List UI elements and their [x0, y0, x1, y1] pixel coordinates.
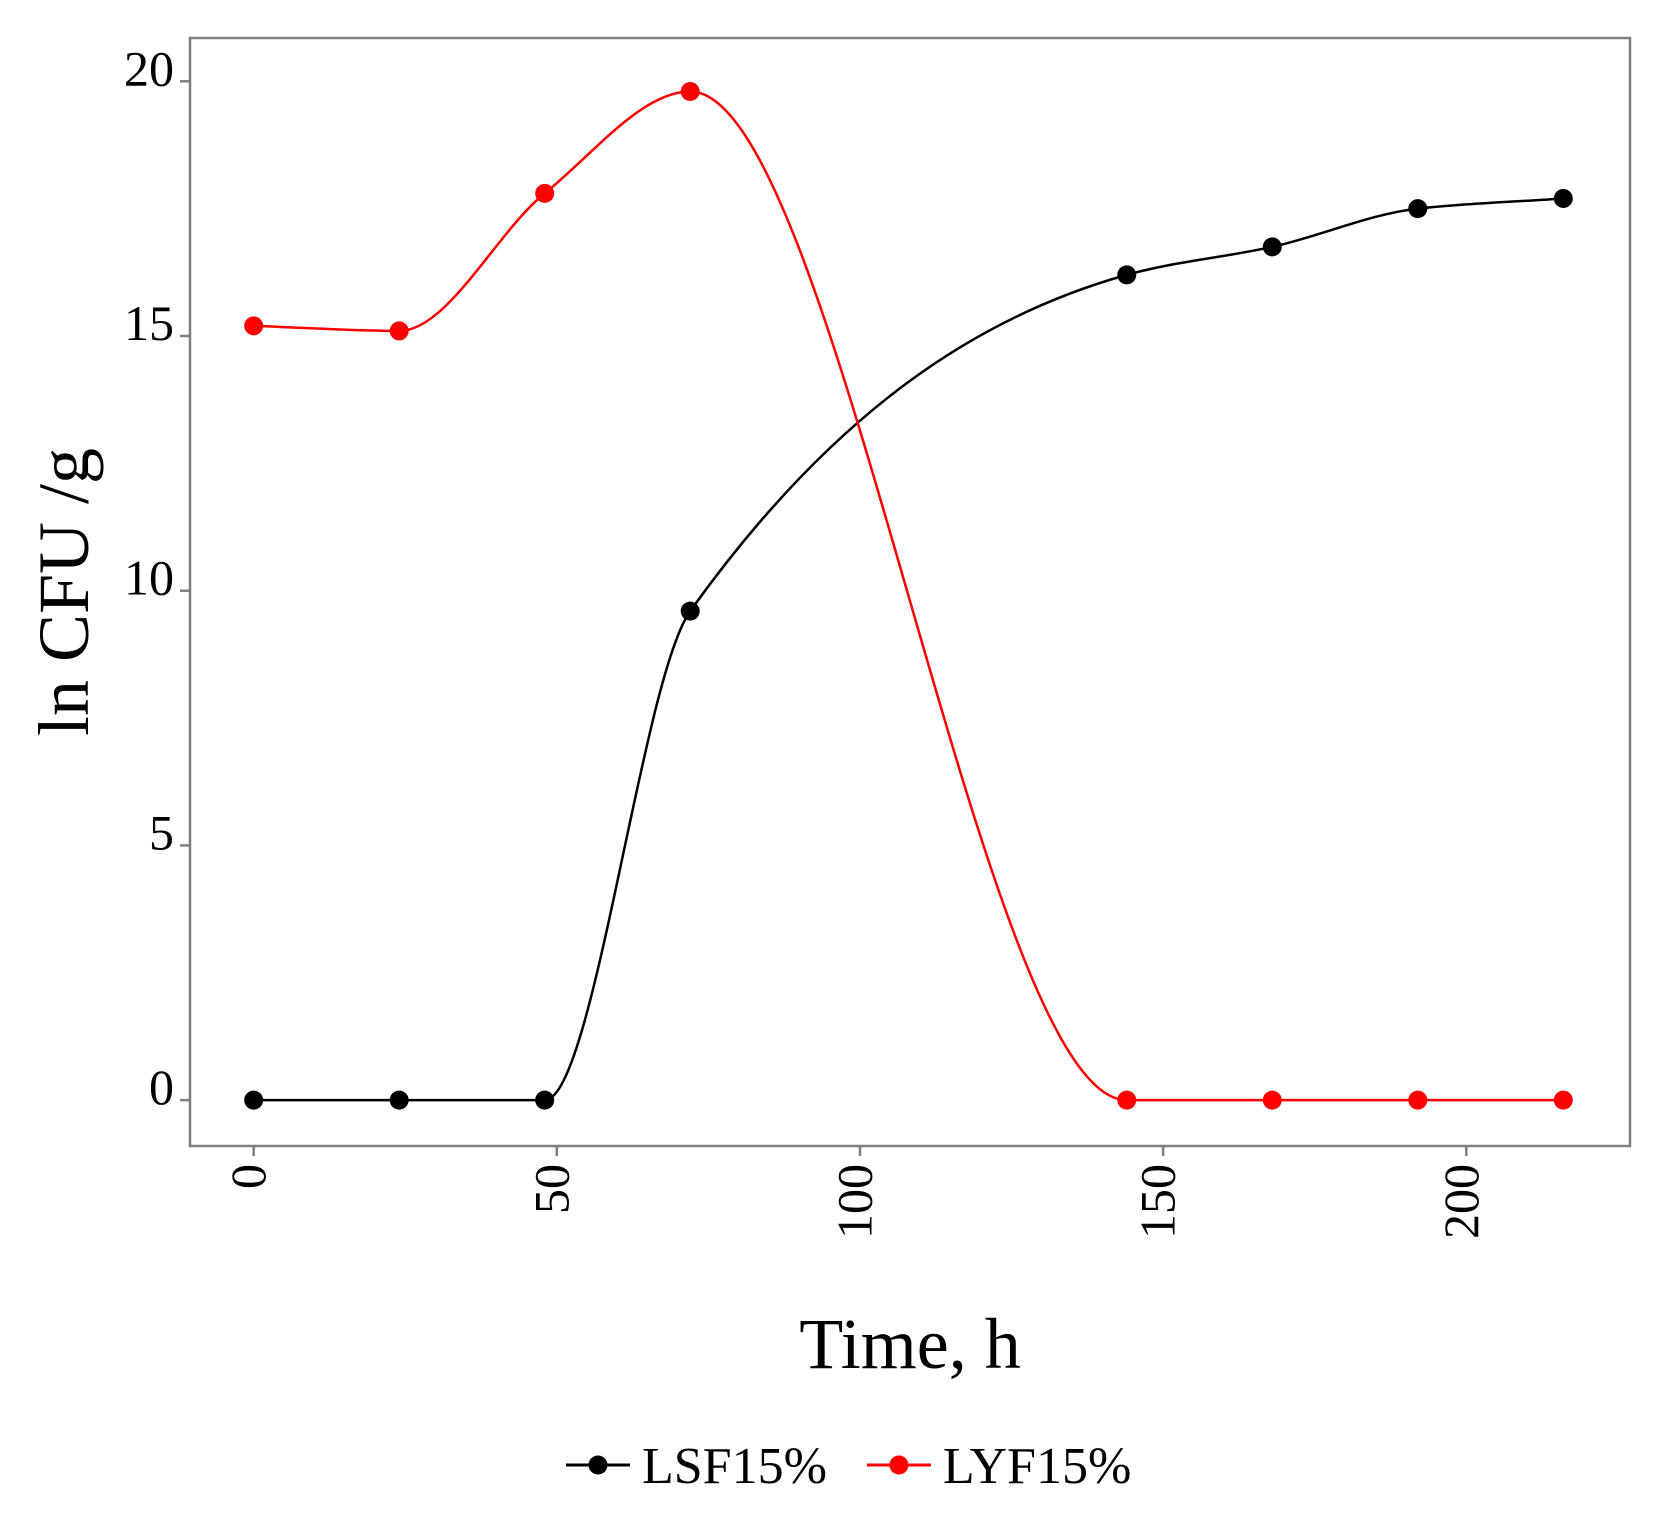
y-tick-label: 15 [124, 295, 174, 351]
data-point-lsf15 [1553, 188, 1573, 208]
x-tick-label: 0 [220, 1164, 276, 1189]
data-point-lyf15 [244, 316, 264, 336]
x-tick-label: 100 [826, 1164, 882, 1239]
plot-panel-frame [188, 36, 1632, 1148]
data-point-lyf15 [1553, 1090, 1573, 1110]
data-point-lyf15 [1117, 1090, 1137, 1110]
data-point-lsf15 [535, 1090, 555, 1110]
legend-label-lsf15: LSF15% [642, 1438, 827, 1495]
data-point-lsf15 [244, 1090, 264, 1110]
data-point-lyf15 [389, 321, 409, 341]
y-tick-label: 0 [149, 1059, 174, 1115]
y-tick-label: 5 [149, 804, 174, 860]
series-layer [244, 81, 1573, 1110]
legend: LSF15% LYF15% [566, 1438, 1131, 1495]
x-axis: 0 50 100 150 200 [220, 1146, 1489, 1239]
data-point-lsf15 [1117, 265, 1137, 285]
data-point-lsf15 [1262, 237, 1282, 257]
data-point-lyf15 [1262, 1090, 1282, 1110]
series-lyf15 [244, 81, 1573, 1110]
x-tick-label: 200 [1433, 1164, 1489, 1239]
data-point-lsf15 [389, 1090, 409, 1110]
legend-label-lyf15: LYF15% [943, 1438, 1131, 1495]
x-tick-label: 150 [1130, 1164, 1186, 1239]
data-point-lsf15 [680, 601, 700, 621]
data-point-lyf15 [680, 81, 700, 101]
data-point-lyf15 [535, 183, 555, 203]
x-axis-title: Time, h [799, 1304, 1020, 1384]
data-point-lyf15 [1408, 1090, 1428, 1110]
y-tick-label: 20 [124, 40, 174, 96]
legend-key-marker-lyf15 [889, 1455, 909, 1475]
series-line-lyf15 [253, 90, 1564, 1102]
legend-key-marker-lsf15 [588, 1455, 608, 1475]
x-tick-label: 50 [523, 1164, 579, 1214]
y-axis: 0 5 10 15 20 [124, 40, 190, 1115]
series-line-lsf15 [253, 197, 1564, 1102]
y-tick-label: 10 [124, 550, 174, 606]
series-lsf15 [244, 188, 1573, 1110]
data-point-lsf15 [1408, 199, 1428, 219]
y-axis-title: ln CFU /g [24, 448, 104, 736]
